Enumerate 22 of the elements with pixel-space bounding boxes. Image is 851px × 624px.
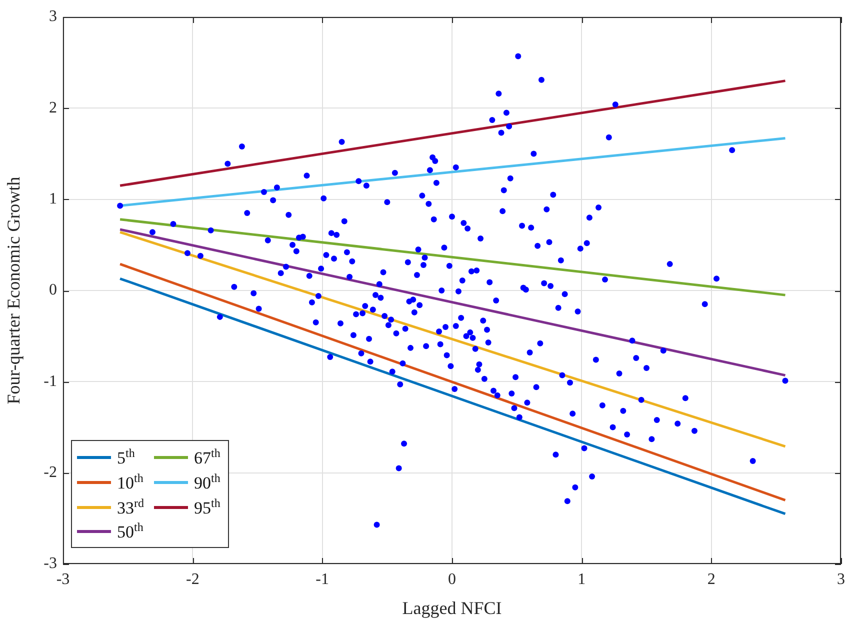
y-tick-label: -2 <box>44 464 57 482</box>
x-tick-label: -2 <box>186 570 200 588</box>
y-axis-title: Four-quarter Economic Growth <box>4 176 24 404</box>
y-tick-label: 3 <box>49 8 57 26</box>
y-tick-label: 2 <box>49 99 57 116</box>
legend-label: 10$^{th}$ <box>117 471 144 494</box>
legend-label: 50$^{th}$ <box>117 520 144 543</box>
x-tick-label: 1 <box>578 570 586 588</box>
x-axis-title: Lagged NFCI <box>402 598 502 618</box>
legend-label: 90$^{th}$ <box>194 471 220 494</box>
legend-label: 67$^{th}$ <box>194 446 220 470</box>
legend-label: 5$^{th}$ <box>117 446 135 470</box>
y-tick-label: 0 <box>49 282 57 299</box>
legend-label: 95$^{th}$ <box>194 496 220 518</box>
y-tick-label: 1 <box>49 190 57 208</box>
y-tick-label: -1 <box>44 372 57 390</box>
y-tick-label: -3 <box>44 555 57 572</box>
x-tick-label: -1 <box>316 570 329 588</box>
x-tick-label: 2 <box>707 570 716 588</box>
legend-label: 33$^{rd}$ <box>117 496 144 518</box>
x-tick-label: 3 <box>837 570 845 588</box>
x-tick-label: 0 <box>448 570 456 588</box>
